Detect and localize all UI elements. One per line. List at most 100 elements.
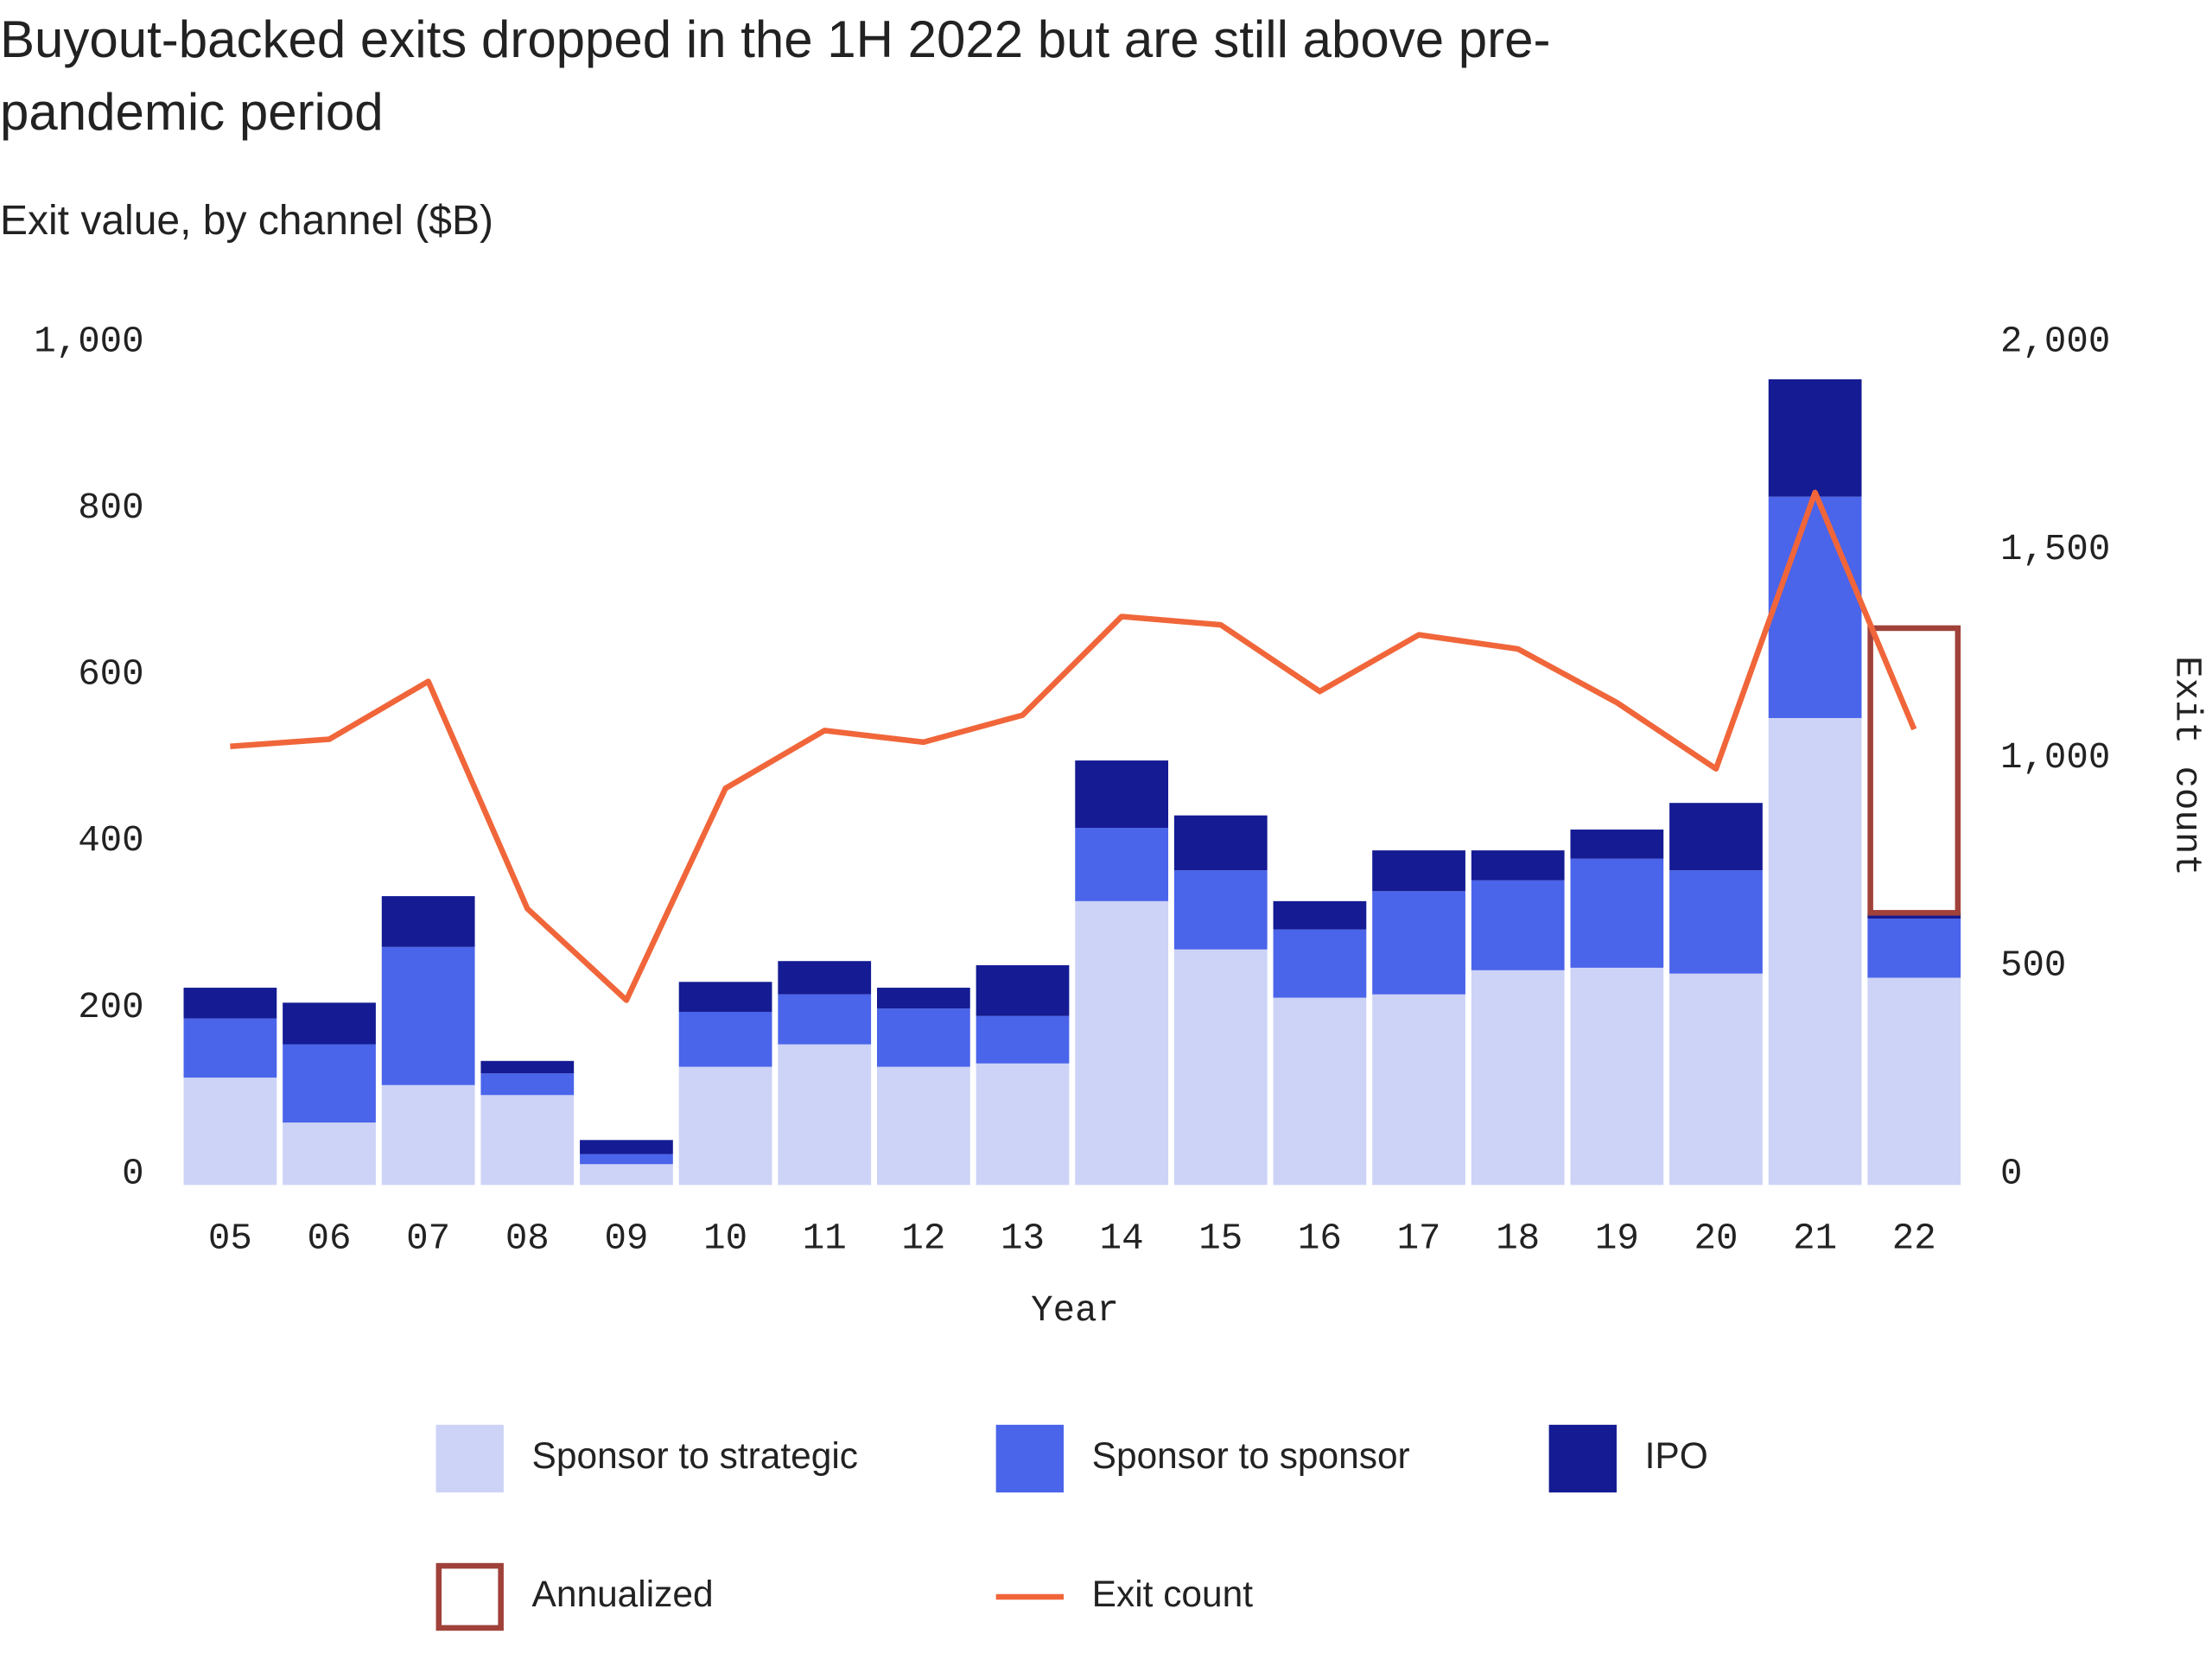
bar [778,961,872,995]
legend-swatch [435,1424,504,1493]
bar [283,1002,376,1045]
bar [580,1164,673,1186]
legend-swatch [995,1424,1065,1493]
bar [876,1066,970,1186]
bar [678,982,772,1012]
bar [678,1011,772,1067]
bar [283,1122,376,1186]
legend-label: Annualized [532,1574,714,1614]
bar [480,1060,575,1074]
bar [580,1154,673,1165]
exit-count-line [230,489,1917,1003]
x-tick-label: 15 [1198,1218,1243,1260]
bar [1669,803,1763,871]
bar [1173,815,1268,871]
bar [1471,970,1565,1186]
y2-tick-label: 0 [2000,1153,2022,1194]
bar [1372,850,1465,892]
x-tick-label: 22 [1892,1218,1936,1260]
x-tick-label: 10 [703,1218,747,1260]
bar [183,988,277,1019]
bar [580,1140,673,1154]
y2-tick-label: 2,000 [2000,321,2110,362]
bar [1173,870,1268,950]
legend-label: IPO [1645,1435,1708,1476]
bar [1372,994,1465,1186]
bar [976,1063,1070,1186]
bar [381,1084,475,1186]
bar [1570,858,1664,968]
x-tick-label: 05 [208,1218,252,1260]
x-tick-label: 13 [1001,1218,1045,1260]
bar [1075,760,1169,829]
bar [183,1018,277,1078]
y2-tick-label: 500 [2000,945,2066,987]
bar [1471,880,1565,970]
bar [1075,900,1169,1186]
bar [480,1095,575,1186]
x-tick-label: 18 [1496,1218,1540,1260]
bar [381,946,475,1085]
y-tick-label: 1,000 [34,321,143,362]
bar [183,1078,277,1186]
bar [1867,919,1961,978]
bar [480,1073,575,1096]
legend-swatch [1548,1424,1617,1493]
y-tick-label: 800 [78,487,143,529]
chart-subtitle: Exit value, by channel ($B) [0,198,493,244]
bar [381,896,475,947]
x-tick-label: 21 [1793,1218,1837,1260]
bar [1570,967,1664,1186]
x-tick-label: 08 [505,1218,550,1260]
y2-tick-label: 1,500 [2000,529,2110,570]
legend-label: Sponsor to strategic [532,1435,858,1476]
bar [1471,850,1565,881]
x-tick-label: 11 [803,1218,847,1260]
legend-label: Exit count [1092,1574,1254,1614]
chart-title: Buyout-backed exits dropped in the 1H 20… [0,10,1551,141]
x-tick-label: 17 [1397,1218,1441,1260]
bar [1173,949,1268,1186]
bar [283,1044,376,1123]
legend-swatch [435,1562,504,1631]
bar [1768,378,1862,497]
bar [976,1015,1070,1064]
bar [1669,973,1763,1186]
y-tick-label: 400 [78,820,143,862]
bar [1372,891,1465,995]
bar [1075,828,1169,901]
bar [1273,929,1367,998]
x-tick-label: 16 [1298,1218,1342,1260]
x-tick-label: 09 [604,1218,648,1260]
bar [778,1044,872,1186]
x-tick-label: 07 [406,1218,450,1260]
x-axis-title: Year [1031,1290,1119,1332]
bar [1768,496,1862,718]
bar [976,965,1070,1016]
y-tick-label: 0 [122,1153,143,1194]
bar [1273,900,1367,930]
legend-label: Sponsor to sponsor [1092,1435,1410,1476]
y-tick-label: 600 [78,654,143,696]
bar [778,994,872,1045]
x-tick-label: 20 [1694,1218,1738,1260]
x-tick-label: 12 [901,1218,945,1260]
bar [1867,912,1961,919]
x-tick-label: 19 [1595,1218,1639,1260]
bar [1273,997,1367,1186]
bar [1768,717,1862,1186]
y-tick-label: 200 [78,987,143,1028]
bar [876,988,970,1009]
annualized-box [1867,625,1961,916]
bar [1867,977,1961,1186]
bar [1570,830,1664,859]
y2-axis-title: Exit count [2165,656,2207,876]
bar [876,1008,970,1067]
x-tick-label: 06 [308,1218,352,1260]
y2-tick-label: 1,000 [2000,737,2110,779]
bar [1669,870,1763,974]
x-tick-label: 14 [1100,1218,1144,1260]
bar [678,1066,772,1186]
